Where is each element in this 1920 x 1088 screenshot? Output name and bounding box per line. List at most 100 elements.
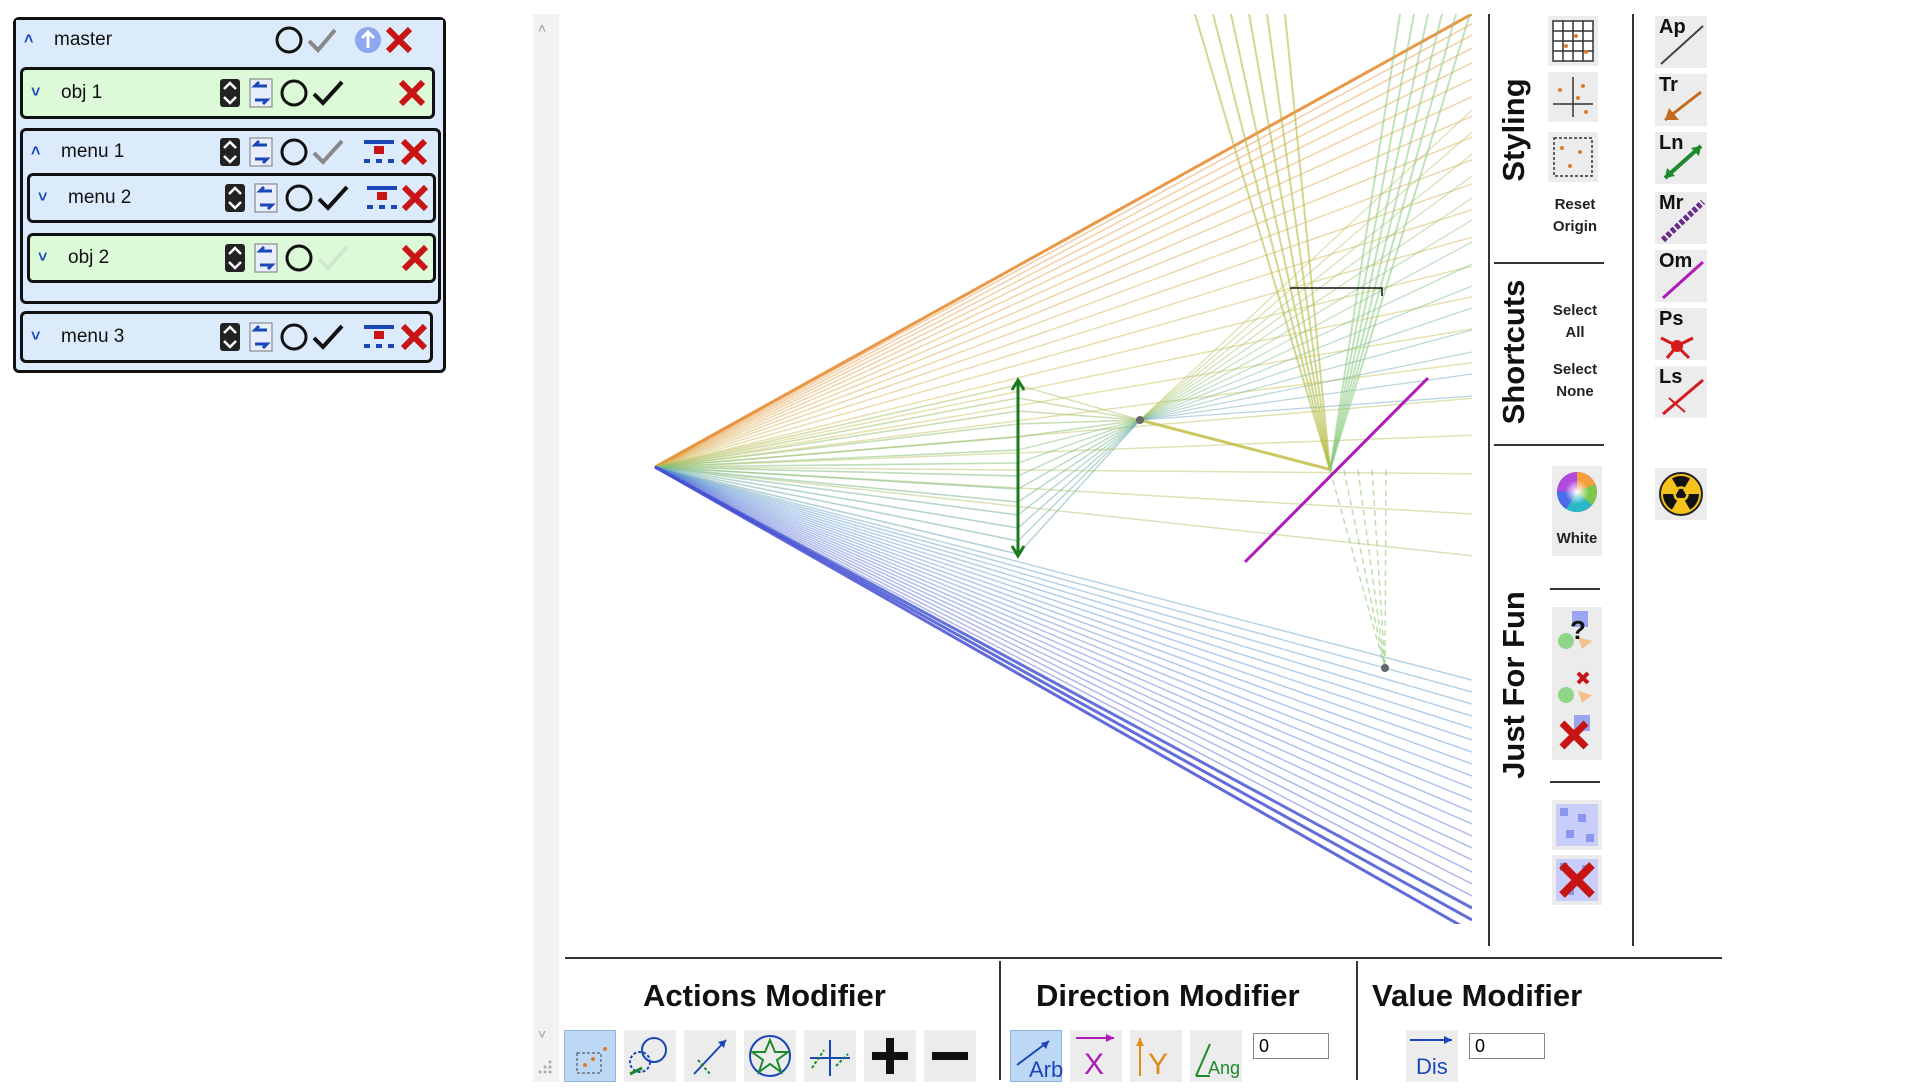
direction-value-input[interactable] xyxy=(1253,1033,1329,1059)
layer-tree-icon[interactable] xyxy=(366,184,398,212)
chevron-up-icon[interactable]: ˄ xyxy=(24,31,34,48)
select-none-button[interactable]: Select None xyxy=(1545,359,1605,403)
reorder-arrows-icon[interactable] xyxy=(249,322,273,352)
aperture-line-icon xyxy=(1660,25,1704,65)
check-icon[interactable] xyxy=(316,183,350,213)
chevron-up-icon[interactable]: ˄ xyxy=(31,143,41,160)
layer-row-menu2[interactable]: ˅ menu 2 xyxy=(27,173,436,223)
reorder-arrows-icon[interactable] xyxy=(249,78,273,108)
ray xyxy=(1284,14,1331,471)
action-move-button[interactable] xyxy=(684,1030,736,1082)
close-icon[interactable] xyxy=(397,78,427,108)
section-divider xyxy=(1494,444,1604,446)
ray xyxy=(654,462,1019,468)
action-scale-button[interactable] xyxy=(804,1030,856,1082)
visibility-circle-icon[interactable] xyxy=(279,137,309,167)
direction-x-button[interactable]: X xyxy=(1070,1030,1122,1082)
up-down-stepper-icon[interactable] xyxy=(219,322,241,352)
section-title-shortcuts: Shortcuts xyxy=(1496,279,1531,425)
pen-aperture-button[interactable]: Ap xyxy=(1655,16,1707,68)
color-wheel-button[interactable]: White xyxy=(1552,466,1602,556)
radiation-button[interactable] xyxy=(1655,468,1707,520)
bounds-toggle-button[interactable] xyxy=(1548,132,1598,182)
visibility-circle-icon[interactable] xyxy=(279,322,309,352)
value-distance-button[interactable]: Dis xyxy=(1406,1030,1458,1082)
direction-y-button[interactable]: Y xyxy=(1130,1030,1182,1082)
layer-tree-icon[interactable] xyxy=(363,138,395,166)
visibility-circle-icon[interactable] xyxy=(284,183,314,213)
direction-angle-button[interactable]: Ang xyxy=(1190,1030,1242,1082)
pen-om-button[interactable]: Om xyxy=(1655,250,1707,302)
visibility-circle-icon[interactable] xyxy=(279,78,309,108)
value-modifier-title: Value Modifier xyxy=(1372,978,1583,1013)
direction-arbitrary-button[interactable]: Arb xyxy=(1010,1030,1063,1082)
ray xyxy=(1139,418,1333,472)
visibility-circle-icon[interactable] xyxy=(284,243,314,273)
delete-pattern-button[interactable] xyxy=(1552,855,1602,905)
delete-random-button[interactable] xyxy=(1552,665,1602,760)
canvas-scrollbar[interactable]: ˄ ˅ xyxy=(533,14,559,1082)
check-icon[interactable] xyxy=(316,243,350,273)
section-title-styling: Styling xyxy=(1496,78,1531,182)
select-all-button[interactable]: Select All xyxy=(1545,300,1605,344)
chevron-down-icon[interactable]: ˅ xyxy=(31,84,41,101)
lens-line-icon xyxy=(1663,144,1703,180)
chevron-down-icon[interactable]: ˅ xyxy=(38,189,48,206)
scroll-down-icon[interactable]: ˅ xyxy=(538,1026,547,1042)
close-icon[interactable] xyxy=(399,137,429,167)
layer-tree-icon[interactable] xyxy=(363,323,395,351)
pen-point-source-button[interactable]: Ps xyxy=(1655,308,1707,360)
layer-row-obj2[interactable]: ˅ obj 2 xyxy=(27,233,436,283)
axes-toggle-button[interactable] xyxy=(1548,72,1598,122)
visibility-circle-icon[interactable] xyxy=(274,25,304,55)
up-down-stepper-icon[interactable] xyxy=(219,78,241,108)
up-arrow-circle-icon[interactable] xyxy=(354,26,382,54)
reset-origin-button[interactable]: Reset Origin xyxy=(1545,194,1605,238)
action-subtract-button[interactable] xyxy=(924,1030,976,1082)
ray xyxy=(1139,219,1472,421)
layer-row-master[interactable]: ˄ master xyxy=(16,20,443,60)
layer-row-menu3[interactable]: ˅ menu 3 xyxy=(20,311,433,363)
random-shapes-button[interactable]: ? xyxy=(1552,607,1602,665)
pen-mirror-button[interactable]: Mr xyxy=(1655,192,1707,244)
close-icon[interactable] xyxy=(400,183,430,213)
up-down-stepper-icon[interactable] xyxy=(219,137,241,167)
up-down-stepper-icon[interactable] xyxy=(224,183,246,213)
drawing-canvas[interactable] xyxy=(560,14,1572,950)
check-icon[interactable] xyxy=(306,25,338,55)
ray xyxy=(654,23,1472,468)
ray xyxy=(654,466,1472,681)
pen-lens-button[interactable]: Ln xyxy=(1655,132,1707,184)
reorder-arrows-icon[interactable] xyxy=(249,137,273,167)
pen-line-source-button[interactable]: Ls xyxy=(1655,366,1707,418)
check-icon[interactable] xyxy=(311,137,345,167)
reorder-arrows-icon[interactable] xyxy=(254,183,278,213)
check-icon[interactable] xyxy=(311,322,345,352)
reorder-arrows-icon[interactable] xyxy=(254,243,278,273)
layer-row-menu1[interactable]: ˄ menu 1 xyxy=(23,131,438,173)
random-pattern-button[interactable] xyxy=(1552,800,1602,850)
section-title-fun: Just For Fun xyxy=(1496,591,1531,779)
close-icon[interactable] xyxy=(384,25,414,55)
grid-toggle-button[interactable] xyxy=(1548,16,1598,66)
resize-grip-icon[interactable] xyxy=(536,1058,554,1076)
scroll-up-icon[interactable]: ˄ xyxy=(538,20,547,36)
ray xyxy=(654,384,1019,468)
check-icon[interactable] xyxy=(311,78,345,108)
value-input[interactable] xyxy=(1469,1033,1545,1059)
close-icon[interactable] xyxy=(399,322,429,352)
pen-track-button[interactable]: Tr xyxy=(1655,74,1707,126)
action-rotate-button[interactable] xyxy=(624,1030,676,1082)
close-icon[interactable] xyxy=(400,243,430,273)
action-star-button[interactable] xyxy=(744,1030,796,1082)
ray xyxy=(1017,419,1141,542)
select-none-line1: Select xyxy=(1552,361,1598,378)
chevron-down-icon[interactable]: ˅ xyxy=(38,249,48,266)
action-select-button[interactable] xyxy=(564,1030,616,1082)
action-add-button[interactable] xyxy=(864,1030,916,1082)
chevron-down-icon[interactable]: ˅ xyxy=(31,328,41,345)
layer-label: obj 2 xyxy=(68,247,110,268)
layer-row-obj1[interactable]: ˅ obj 1 xyxy=(20,67,435,119)
ray xyxy=(654,466,1472,801)
up-down-stepper-icon[interactable] xyxy=(224,243,246,273)
